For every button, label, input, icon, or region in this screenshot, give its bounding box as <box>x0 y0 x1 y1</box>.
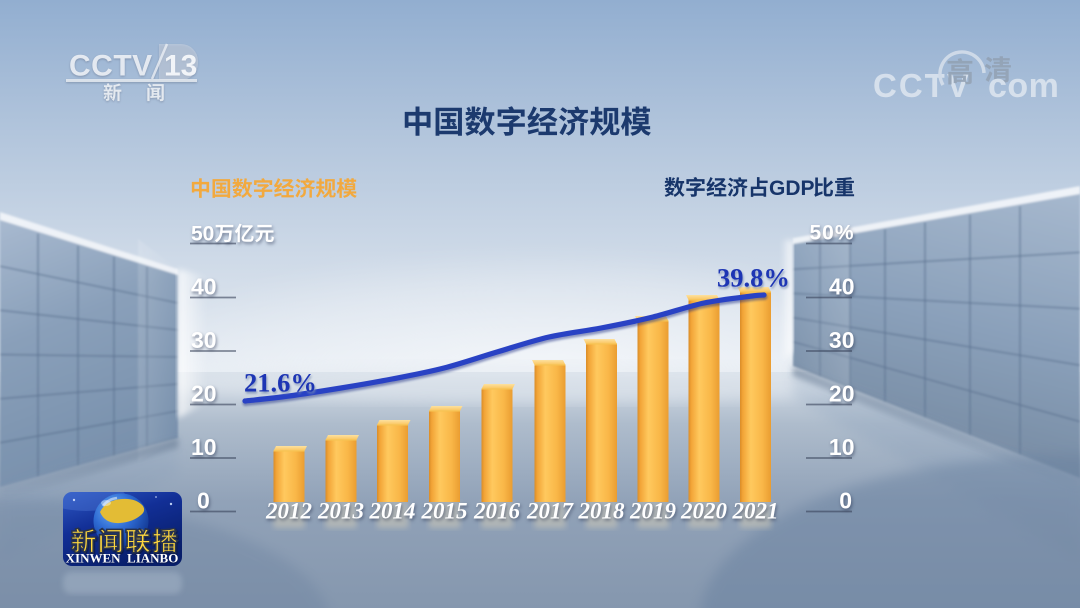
svg-text:30: 30 <box>829 327 855 353</box>
svg-text:10: 10 <box>191 434 217 460</box>
svg-text:10: 10 <box>829 434 855 460</box>
svg-text:XINWEN LIANBO: XINWEN LIANBO <box>66 551 179 566</box>
svg-text:2012: 2012 <box>265 499 312 524</box>
svg-text:50: 50 <box>191 223 214 246</box>
svg-text:40: 40 <box>191 274 217 300</box>
svg-text:2016: 2016 <box>473 499 521 524</box>
svg-text:50%: 50% <box>809 222 854 245</box>
svg-text:40: 40 <box>829 274 855 300</box>
svg-text:2017: 2017 <box>526 499 575 524</box>
svg-text:0: 0 <box>197 488 210 514</box>
svg-text:2015: 2015 <box>421 499 468 524</box>
svg-text:30: 30 <box>191 327 217 353</box>
svg-text:21.6%: 21.6% <box>244 368 317 398</box>
svg-text:39.8%: 39.8% <box>717 263 790 293</box>
svg-text:2021: 2021 <box>732 499 779 524</box>
svg-text:0: 0 <box>839 488 852 514</box>
svg-text:com: com <box>988 67 1059 105</box>
svg-text:2014: 2014 <box>369 499 416 524</box>
svg-text:2018: 2018 <box>578 499 626 524</box>
svg-text:CCTV: CCTV <box>69 50 153 83</box>
svg-text:2020: 2020 <box>680 499 728 524</box>
svg-text:2019: 2019 <box>629 499 677 524</box>
svg-text:20: 20 <box>829 381 855 407</box>
svg-text:13: 13 <box>164 50 197 83</box>
svg-text:GDP: GDP <box>769 177 815 200</box>
svg-text:2013: 2013 <box>317 499 364 524</box>
svg-text:20: 20 <box>191 381 217 407</box>
